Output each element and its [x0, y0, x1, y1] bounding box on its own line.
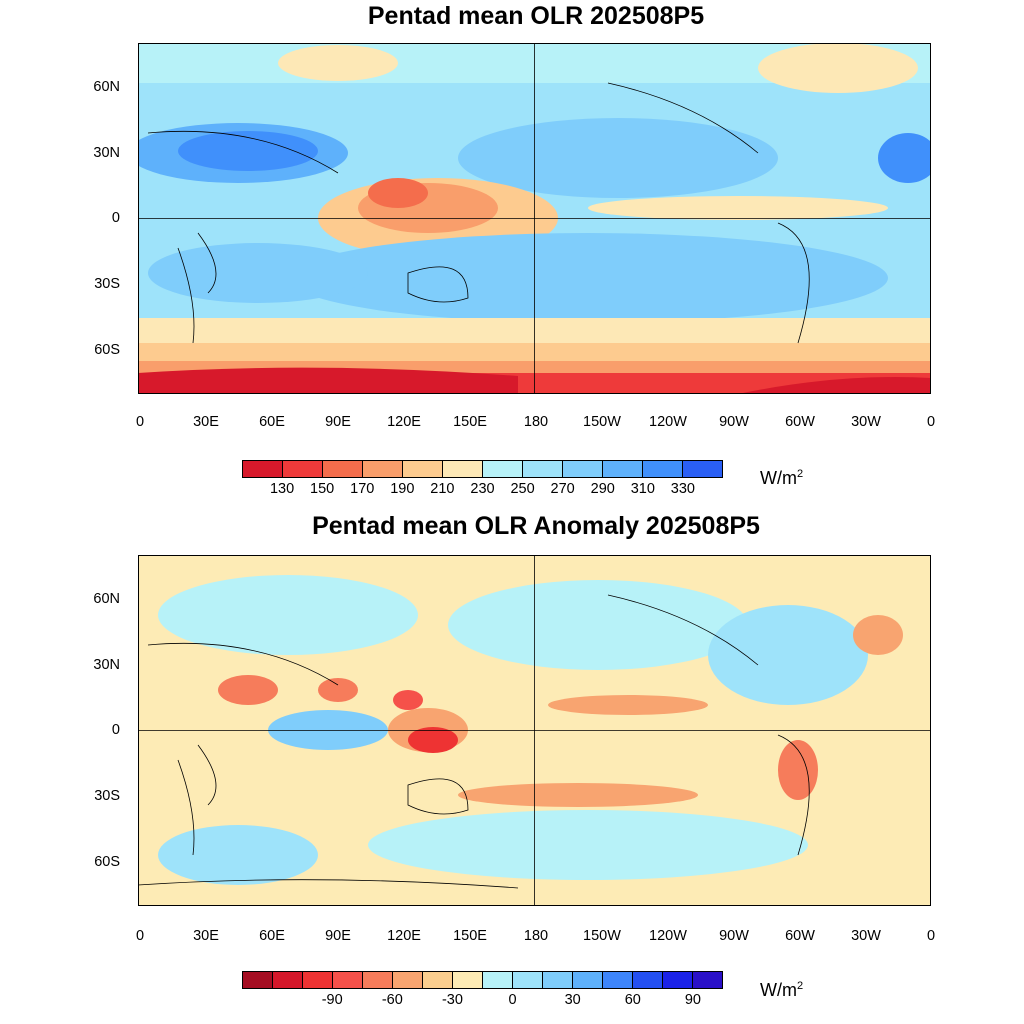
units-superscript: 2 — [796, 980, 804, 992]
x-tick-label: 150W — [583, 414, 621, 430]
colorbar-label: 290 — [590, 481, 615, 497]
olr-map — [138, 43, 931, 394]
colorbar-label: 270 — [550, 481, 575, 497]
x-tick-label: 120W — [649, 928, 687, 944]
x-tick-label: 30W — [851, 414, 881, 430]
x-tick-label: 150W — [583, 928, 621, 944]
colorbar-swatch — [483, 461, 523, 477]
colorbar-label: 190 — [390, 481, 415, 497]
colorbar-label: 150 — [310, 481, 335, 497]
colorbar-swatch — [443, 461, 483, 477]
colorbar-swatch — [303, 972, 333, 988]
colorbar-swatch — [243, 461, 283, 477]
colorbar-swatch — [633, 972, 663, 988]
colorbar-swatch — [543, 972, 573, 988]
y-tick-label: 30S — [94, 276, 120, 292]
y-tick-label: 60N — [93, 79, 120, 95]
x-tick-label: 120W — [649, 414, 687, 430]
colorbar-label: 330 — [670, 481, 695, 497]
colorbar-swatch — [363, 461, 403, 477]
colorbar-label: 130 — [269, 481, 295, 497]
units-superscript: 2 — [796, 468, 804, 480]
x-tick-label: 60W — [785, 414, 815, 430]
colorbar-label: 60 — [624, 992, 641, 1008]
olr-colorbar — [242, 460, 723, 478]
colorbar-swatch — [333, 972, 363, 988]
colorbar-label: 170 — [350, 481, 375, 497]
colorbar-label: -60 — [381, 992, 403, 1008]
y-tick-label: 30N — [93, 145, 120, 161]
colorbar-label: 250 — [510, 481, 535, 497]
colorbar-swatch — [363, 972, 393, 988]
y-tick-label: 60N — [93, 591, 120, 607]
units-label: W/m2 — [760, 468, 803, 489]
x-tick-label: 150E — [453, 414, 487, 430]
olr-anomaly-map — [138, 555, 931, 906]
colorbar-swatch — [423, 972, 453, 988]
colorbar-label: 90 — [684, 992, 701, 1008]
colorbar-label: 210 — [430, 481, 455, 497]
x-tick-label: 0 — [926, 414, 936, 430]
colorbar-swatch — [273, 972, 303, 988]
x-tick-label: 120E — [387, 414, 421, 430]
colorbar-swatch — [323, 461, 363, 477]
units-text: W/m — [760, 980, 797, 1000]
colorbar-label: 310 — [630, 481, 655, 497]
colorbar-swatch — [693, 972, 722, 988]
panel1-title: Pentad mean OLR 202508P5 — [367, 2, 705, 30]
x-tick-label: 180 — [523, 414, 549, 430]
x-tick-label: 60E — [259, 928, 285, 944]
colorbar-swatch — [243, 972, 273, 988]
x-tick-label: 0 — [926, 928, 936, 944]
panel2-title: Pentad mean OLR Anomaly 202508P5 — [312, 512, 760, 540]
x-tick-label: 30W — [851, 928, 881, 944]
y-tick-label: 0 — [111, 210, 120, 226]
colorbar-swatch — [563, 461, 603, 477]
colorbar-swatch — [513, 972, 543, 988]
y-tick-label: 30N — [93, 657, 120, 673]
x-tick-label: 30E — [193, 414, 219, 430]
y-tick-label: 0 — [111, 722, 120, 738]
x-tick-label: 120E — [387, 928, 421, 944]
colorbar-swatch — [393, 972, 423, 988]
colorbar-swatch — [453, 972, 483, 988]
colorbar-swatch — [403, 461, 443, 477]
x-tick-label: 90E — [325, 928, 351, 944]
colorbar-swatch — [663, 972, 693, 988]
colorbar-swatch — [603, 972, 633, 988]
colorbar-label: 230 — [470, 481, 495, 497]
colorbar-label: -90 — [321, 992, 343, 1008]
y-tick-label: 60S — [94, 854, 120, 870]
colorbar-swatch — [573, 972, 603, 988]
colorbar-swatch — [283, 461, 323, 477]
units-label: W/m2 — [760, 980, 803, 1001]
colorbar-swatch — [603, 461, 643, 477]
x-tick-label: 30E — [193, 928, 219, 944]
colorbar-label: -30 — [441, 992, 463, 1008]
colorbar-swatch — [643, 461, 683, 477]
anomaly-colorbar — [242, 971, 723, 989]
x-tick-label: 90W — [719, 928, 749, 944]
colorbar-label: 0 — [508, 992, 517, 1008]
colorbar-swatch — [683, 461, 722, 477]
y-tick-label: 30S — [94, 788, 120, 804]
colorbar-swatch — [483, 972, 513, 988]
x-tick-label: 60W — [785, 928, 815, 944]
x-tick-label: 0 — [135, 414, 145, 430]
x-tick-label: 60E — [259, 414, 285, 430]
x-tick-label: 90E — [325, 414, 351, 430]
x-tick-label: 90W — [719, 414, 749, 430]
x-tick-label: 150E — [453, 928, 487, 944]
y-tick-label: 60S — [94, 342, 120, 358]
units-text: W/m — [760, 468, 797, 488]
x-tick-label: 0 — [135, 928, 145, 944]
x-tick-label: 180 — [523, 928, 549, 944]
colorbar-label: 30 — [564, 992, 581, 1008]
colorbar-swatch — [523, 461, 563, 477]
